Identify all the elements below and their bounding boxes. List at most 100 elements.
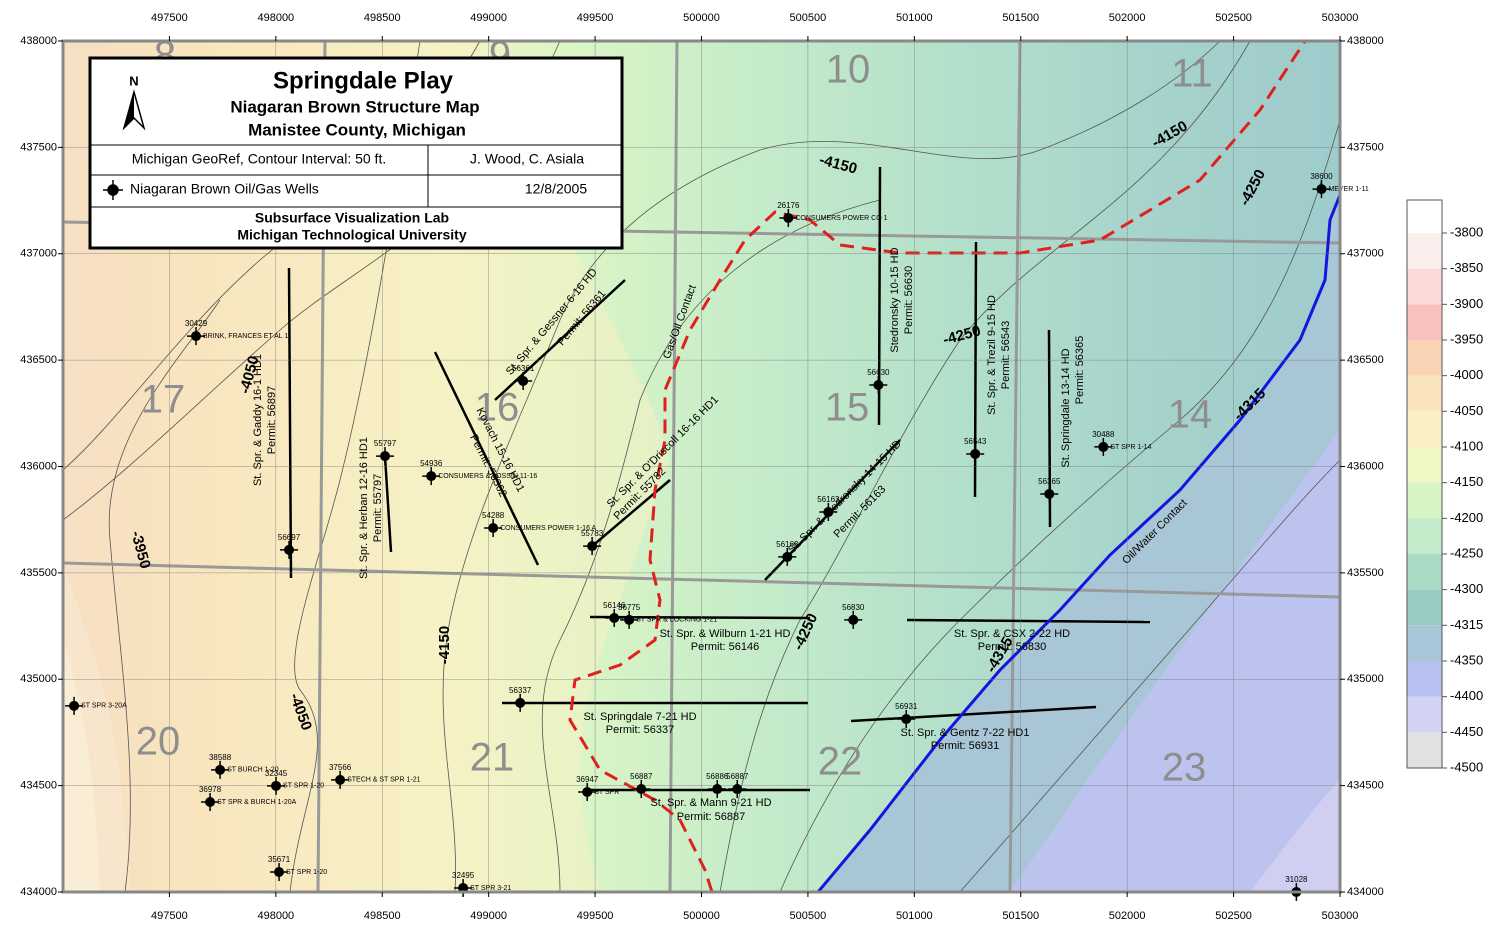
well-annotation: St. Springdale 13-14 HD: [1060, 348, 1072, 467]
contour-label: -4150: [436, 626, 453, 664]
well-id: 54288: [482, 511, 505, 520]
y-tick-label: 436500: [1347, 354, 1384, 366]
section-number: 11: [1171, 52, 1213, 96]
well-name: BRINK, FRANCES ET AL 1: [203, 333, 288, 340]
x-tick-label: 502000: [1109, 910, 1146, 922]
section-number: 17: [141, 378, 186, 422]
well: [69, 700, 80, 711]
well-name: CONSUMERS POWER 1-16 A: [500, 525, 596, 532]
date: 12/8/2005: [525, 181, 587, 197]
colorbar-label: -4315: [1450, 617, 1483, 632]
well: [901, 714, 912, 725]
well-annotation: Permit: 56543: [1000, 321, 1012, 389]
section-number: 23: [1162, 746, 1207, 790]
colorbar-band: [1407, 233, 1442, 269]
well: [488, 522, 499, 533]
y-tick-label: 434500: [20, 780, 57, 792]
well: [636, 784, 647, 795]
well-id: 56630: [867, 368, 890, 377]
y-tick-label: 438000: [1347, 35, 1384, 47]
colorbar-label: -4400: [1450, 688, 1483, 703]
well-id: 35671: [268, 855, 291, 864]
well: [873, 380, 884, 391]
map-title: Springdale Play: [273, 67, 454, 94]
x-tick-label: 503000: [1322, 910, 1359, 922]
well-annotation: Permit: 56887: [677, 811, 745, 823]
well-name: ST SPR 1-20: [286, 869, 327, 876]
well-id: 56887: [630, 772, 653, 781]
colorbar-band: [1407, 625, 1442, 661]
y-tick-label: 436500: [20, 354, 57, 366]
map-subtitle: Niagaran Brown Structure Map: [230, 97, 479, 116]
y-tick-label: 434000: [1347, 886, 1384, 898]
colorbar-band: [1407, 732, 1442, 768]
well-id: 38600: [1310, 172, 1333, 181]
well-name: ST SPR: [594, 789, 619, 796]
well-annotation: Permit: 56931: [931, 740, 999, 752]
y-tick-label: 434000: [20, 886, 57, 898]
x-tick-label: 499000: [470, 910, 507, 922]
well-name: ST BURCH 1-20: [227, 767, 279, 774]
x-tick-label: 498000: [257, 12, 294, 24]
well-id: 32345: [265, 769, 288, 778]
well-id: 36947: [576, 775, 599, 784]
well: [732, 784, 743, 795]
x-tick-label: 497500: [151, 910, 188, 922]
y-tick-label: 436000: [1347, 460, 1384, 472]
well-annotation: St. Spr. & Mann 9-21 HD: [650, 797, 771, 809]
well: [271, 780, 282, 791]
colorbar-label: -4350: [1450, 652, 1483, 667]
x-tick-label: 498500: [364, 910, 401, 922]
well: [609, 612, 620, 623]
y-tick-label: 436000: [20, 460, 57, 472]
x-tick-label: 497500: [151, 12, 188, 24]
map-county: Manistee County, Michigan: [248, 120, 466, 139]
x-tick-label: 501500: [1002, 910, 1039, 922]
colorbar-band: [1407, 589, 1442, 626]
well-id: 36775: [618, 603, 641, 612]
section-number: 16: [475, 386, 520, 430]
x-tick-label: 501000: [896, 12, 933, 24]
colorbar: -3800 -3850 -3900 -3950 -4000 -4050 -4100 -4150…: [1406, 199, 1483, 774]
y-tick-label: 438000: [20, 35, 57, 47]
colorbar-frame: [1406, 199, 1443, 769]
section-number: 15: [825, 386, 870, 430]
well: [1316, 184, 1327, 195]
x-tick-label: 499000: [470, 12, 507, 24]
well-annotation: Permit: 56630: [903, 266, 915, 334]
well: [1098, 441, 1109, 452]
well-annotation: Stedronsky 10-15 HD: [889, 247, 901, 352]
y-tick-label: 437500: [1347, 141, 1384, 153]
well: [205, 797, 216, 808]
colorbar-band: [1407, 411, 1442, 447]
well-annotation: St. Springdale 7-21 HD: [583, 711, 696, 723]
well-id: 56830: [842, 603, 865, 612]
well-annotation: Permit: 56146: [691, 641, 759, 653]
well-annotation: Permit: 56337: [606, 724, 674, 736]
well-annotation: Permit: 55797: [372, 474, 384, 542]
x-tick-label: 500000: [683, 12, 720, 24]
georef: Michigan GeoRef, Contour Interval: 50 ft…: [132, 151, 386, 167]
colorbar-band: [1407, 482, 1442, 519]
well: [518, 375, 529, 386]
well: [782, 551, 793, 562]
colorbar-label: -4500: [1450, 759, 1483, 774]
legend-wells: Niagaran Brown Oil/Gas Wells: [130, 181, 319, 197]
well-id: 56146: [603, 601, 626, 610]
well: [215, 764, 226, 775]
well-annotation: St. Spr. & Trezil 9-15 HD: [986, 295, 998, 415]
well: [515, 697, 526, 708]
well: [274, 867, 285, 878]
y-tick-label: 434500: [1347, 780, 1384, 792]
well: [848, 614, 859, 625]
north-arrow-label: N: [129, 73, 138, 88]
colorbar-label: -4000: [1450, 367, 1483, 382]
x-tick-label: 500000: [683, 910, 720, 922]
well-id: 56931: [895, 702, 918, 711]
x-tick-label: 498000: [257, 910, 294, 922]
well: [335, 774, 346, 785]
colorbar-band: [1407, 447, 1442, 483]
well: [582, 787, 593, 798]
well: [970, 448, 981, 459]
colorbar-label: -4250: [1450, 545, 1483, 560]
